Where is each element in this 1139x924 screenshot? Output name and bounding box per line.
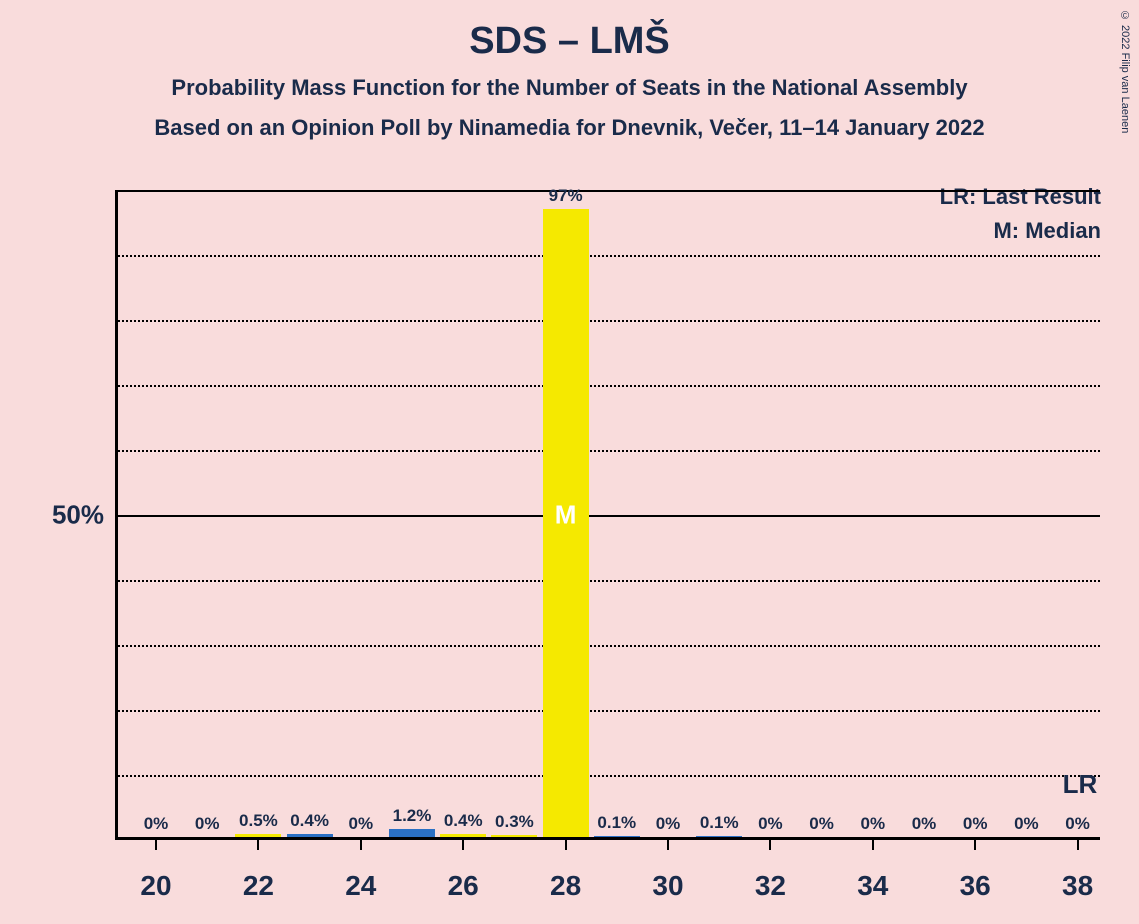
x-tick — [155, 840, 157, 850]
x-tick-label-38: 38 — [1062, 870, 1093, 902]
x-tick-label-30: 30 — [652, 870, 683, 902]
bar-26 — [440, 834, 486, 837]
bar-23 — [287, 834, 333, 837]
x-tick-label-26: 26 — [448, 870, 479, 902]
chart-subtitle-2: Based on an Opinion Poll by Ninamedia fo… — [0, 115, 1139, 141]
gridline — [118, 710, 1100, 712]
chart-title: SDS – LMŠ — [0, 0, 1139, 63]
bar-29 — [594, 836, 640, 837]
x-tick — [769, 840, 771, 850]
bar-22 — [235, 834, 281, 837]
gridline-solid — [118, 515, 1100, 517]
x-tick-label-36: 36 — [960, 870, 991, 902]
gridline — [118, 580, 1100, 582]
x-tick-label-34: 34 — [857, 870, 888, 902]
x-tick — [462, 840, 464, 850]
x-tick-label-20: 20 — [140, 870, 171, 902]
y-axis-label-50: 50% — [52, 500, 104, 531]
plot-area: 0%0%0.5%0.4%0%1.2%0.4%0.3%97%M0.1%0%0.1%… — [115, 190, 1100, 840]
bar-label-27: 0.3% — [484, 812, 544, 832]
bar-31 — [696, 836, 742, 837]
gridline — [118, 450, 1100, 452]
copyright-text: © 2022 Filip van Laenen — [1119, 10, 1131, 133]
x-tick-label-32: 32 — [755, 870, 786, 902]
x-axis — [115, 837, 1100, 840]
x-tick — [360, 840, 362, 850]
gridline-solid — [118, 190, 1100, 192]
gridline — [118, 645, 1100, 647]
x-tick — [1077, 840, 1079, 850]
gridline — [118, 320, 1100, 322]
median-marker: M — [555, 500, 577, 531]
bar-25 — [389, 829, 435, 837]
x-tick — [565, 840, 567, 850]
x-tick — [872, 840, 874, 850]
gridline — [118, 775, 1100, 777]
gridline — [118, 385, 1100, 387]
x-tick-label-22: 22 — [243, 870, 274, 902]
x-tick — [257, 840, 259, 850]
lr-marker: LR — [1063, 769, 1098, 800]
gridline — [118, 255, 1100, 257]
x-tick — [974, 840, 976, 850]
bar-label-38: 0% — [1048, 814, 1108, 834]
x-tick-label-28: 28 — [550, 870, 581, 902]
bar-label-28: 97% — [536, 186, 596, 206]
x-tick-label-24: 24 — [345, 870, 376, 902]
bar-27 — [491, 835, 537, 837]
chart-subtitle-1: Probability Mass Function for the Number… — [0, 75, 1139, 101]
x-tick — [667, 840, 669, 850]
